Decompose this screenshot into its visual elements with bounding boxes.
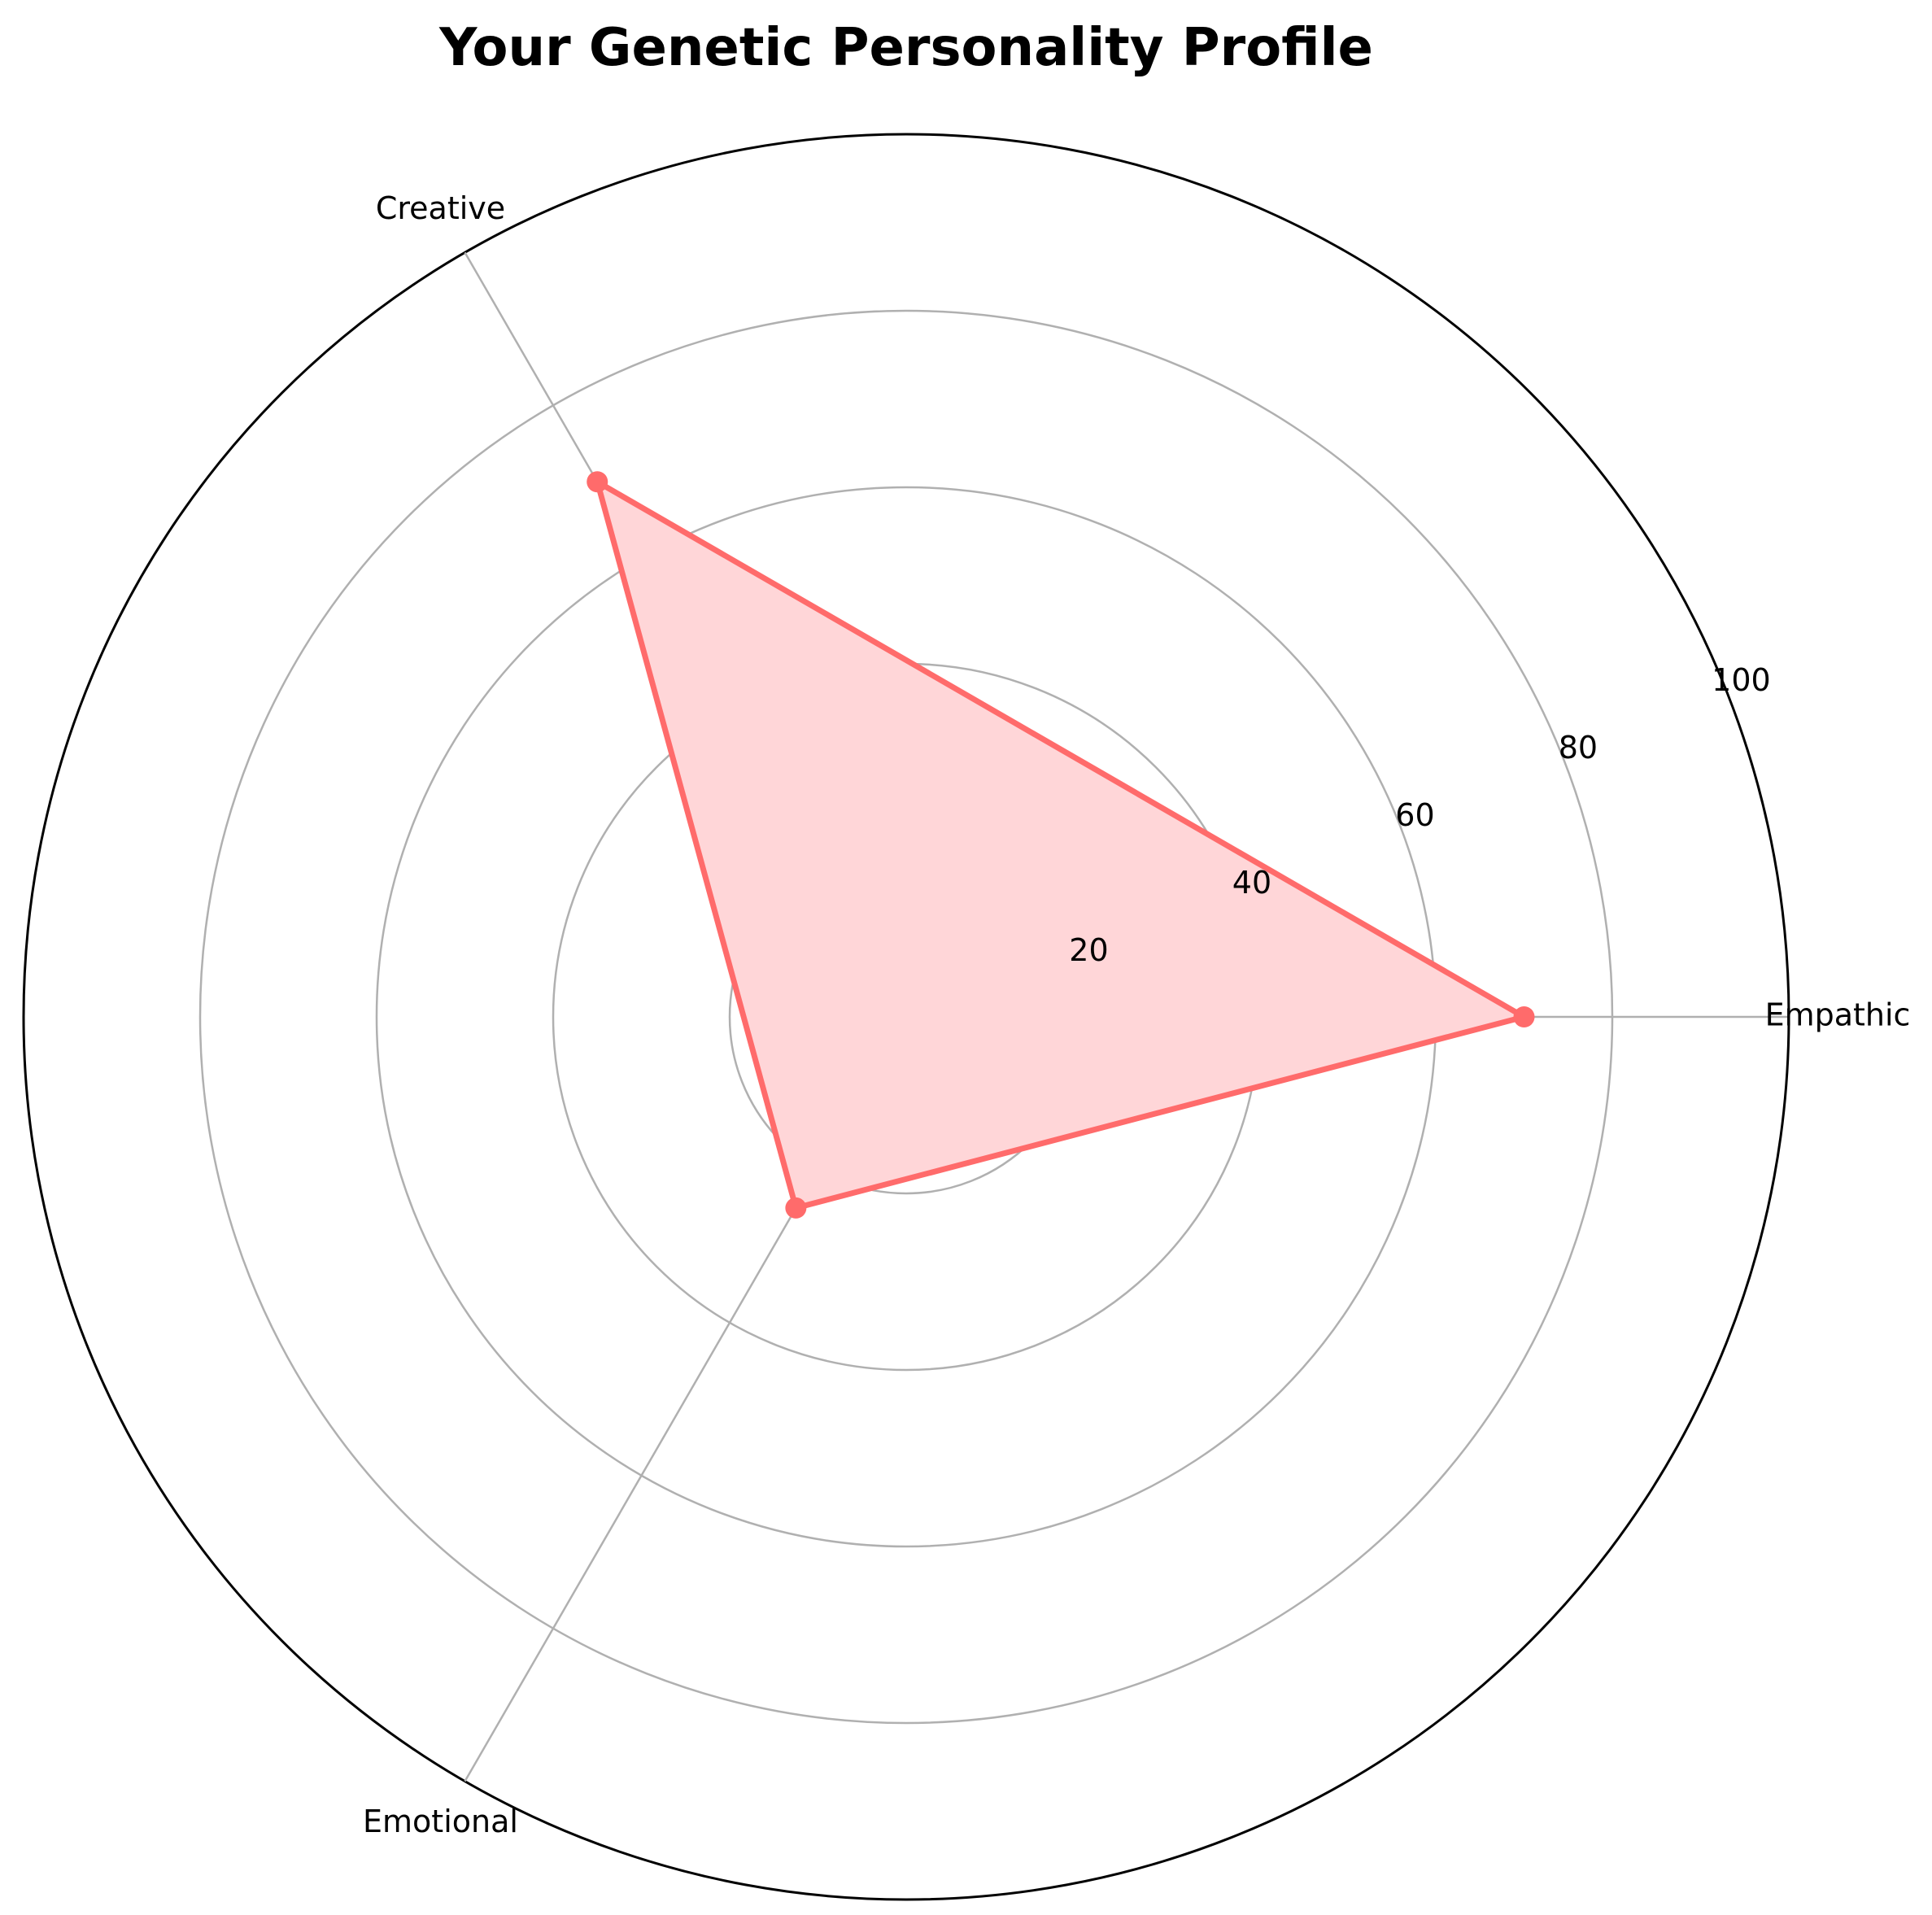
radial-tick-label: 80 <box>1559 730 1598 766</box>
series-line <box>594 478 1527 1211</box>
radial-tick-label: 60 <box>1395 797 1434 833</box>
category-label: Emotional <box>363 1804 518 1839</box>
radial-tick-label: 100 <box>1712 662 1771 698</box>
data-point <box>785 1197 807 1219</box>
radial-tick-label: 20 <box>1069 932 1108 968</box>
series-layer <box>587 471 1535 1219</box>
data-point <box>587 471 608 493</box>
series-area <box>597 482 1524 1208</box>
chart-title: Your Genetic Personality Profile <box>438 18 1373 78</box>
radial-tick-labels: 20 40 60 80 100 <box>1069 662 1770 968</box>
category-labels: Empathic Creative Emotional <box>363 190 1910 1839</box>
category-label: Creative <box>376 190 505 226</box>
radial-tick-label: 40 <box>1232 865 1271 901</box>
data-point <box>1513 1006 1535 1027</box>
category-label: Empathic <box>1765 997 1911 1033</box>
